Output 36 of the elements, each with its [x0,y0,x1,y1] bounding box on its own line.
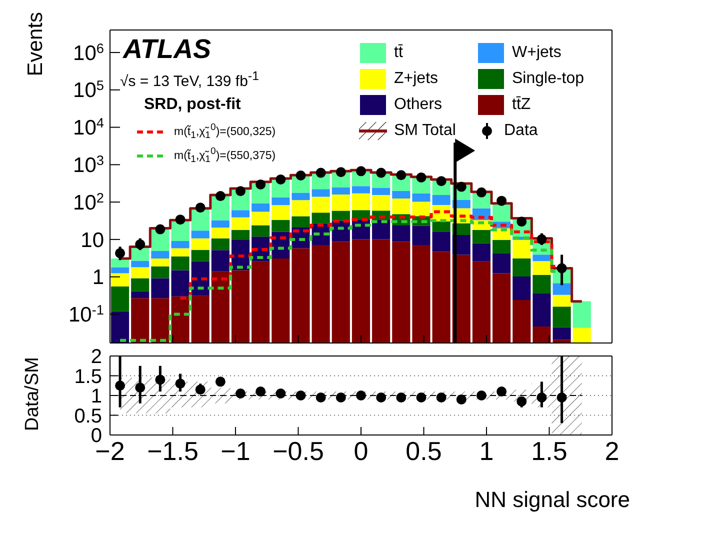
x-tick-label: 1.5 [531,436,568,466]
y-tick-label: 10$^{4}$ [73,115,104,140]
legend-label: m(t̃$_{1}$,χ̃$_{1}$$^{0}$)=(550,375) [174,146,276,166]
legend-label: SM Total [394,122,456,140]
x-tick-label: 1 [479,436,494,466]
annotation: SRD, post-fit [144,96,241,114]
y-tick-label: 10$^{-1}$ [68,302,104,327]
x-tick-label: 2 [604,436,620,466]
y-tick-label: 10$^{6}$ [73,40,104,65]
legend-label: W+jets [512,44,562,62]
chart-title: ATLAS [123,34,211,65]
x-axis-title: NN signal score [474,487,630,512]
text: √s = 13 TeV, 139 fb$^{-1}$ [120,69,260,90]
x-tick-label: 0.5 [406,436,442,466]
y-tick-label: 10$^{5}$ [73,78,104,102]
y-axis-title: Events [24,12,47,76]
x-tick-label: −1 [220,436,250,466]
legend-label: Single-top [512,70,584,88]
y-tick-label: 10$^{3}$ [73,152,104,178]
legend-label: Others [394,96,442,114]
y-tick-label: 0.5 [74,405,102,428]
legend-label: tt̄ [394,44,403,62]
legend-label: Z+jets [394,70,438,88]
y-tick-label: 10$^{2}$ [73,190,104,214]
y-axis-title: Data/SM [22,357,43,431]
legend-label: tt̄Z [512,96,531,114]
x-tick-label: −0.5 [272,436,324,466]
y-tick-label: 2 [90,346,102,368]
y-tick-label: 1.5 [74,366,102,388]
legend-label: m(t̃$_{1}$,χ̃$_{1}$$^{0}$)=(500,325) [174,122,276,142]
x-tick-label: 0 [354,436,368,466]
x-tick-label: −1.5 [147,436,198,466]
legend-label: Data [504,122,538,140]
y-tick-label: 1 [90,386,102,408]
y-tick-label: 1 [92,266,104,290]
y-tick-label: 10 [80,228,104,252]
